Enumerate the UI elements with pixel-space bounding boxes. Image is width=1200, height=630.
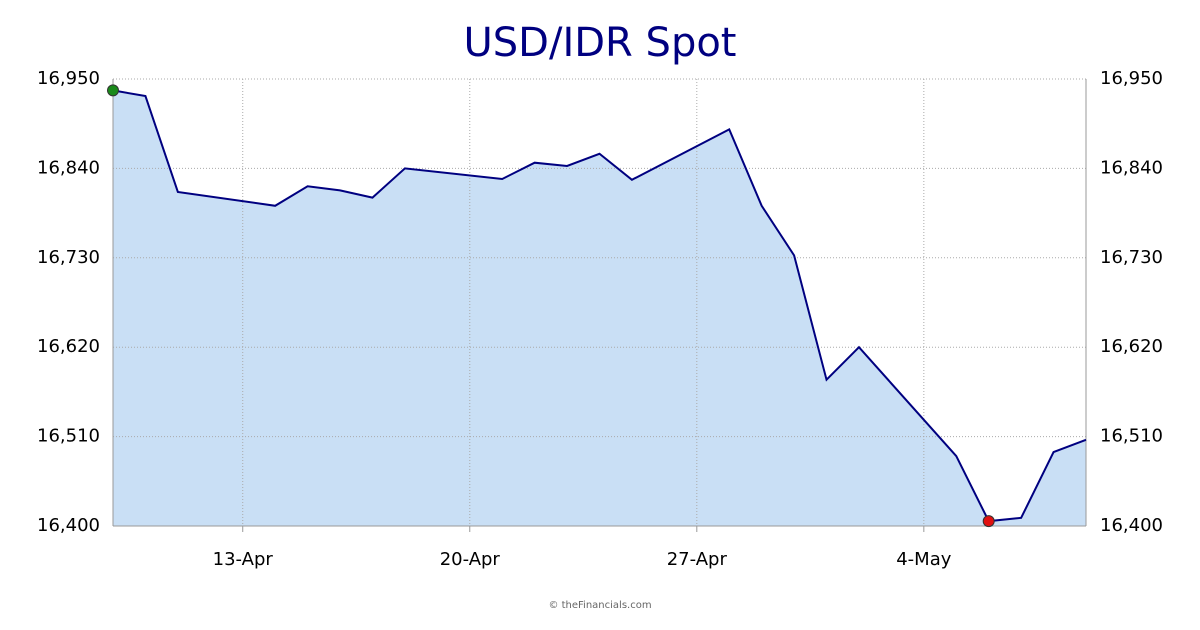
x-tick-label: 13-Apr: [213, 549, 274, 570]
y-tick-label: 16,840: [37, 157, 100, 178]
y2-tick-label: 16,400: [1100, 515, 1163, 536]
y-tick-label: 16,620: [37, 336, 100, 357]
y-tick-label: 16,950: [37, 68, 100, 89]
x-tick-label: 20-Apr: [440, 549, 501, 570]
y2-tick-label: 16,510: [1100, 426, 1163, 447]
y-tick-label: 16,730: [37, 247, 100, 268]
x-tick-label: 4-May: [896, 549, 952, 570]
line: [112, 89, 1087, 523]
y-tick-label: 16,510: [37, 426, 100, 447]
x-tick-label: 27-Apr: [667, 549, 728, 570]
y-tick-label: 16,400: [37, 515, 100, 536]
chart-title: USD/IDR Spot: [464, 20, 737, 66]
min-marker: [982, 515, 995, 528]
area: [113, 90, 1086, 527]
footer: © theFinancials.com: [548, 600, 651, 611]
y2-tick-label: 16,950: [1100, 68, 1163, 89]
y2-tick-label: 16,840: [1100, 157, 1163, 178]
max-marker: [107, 84, 119, 97]
y2-tick-label: 16,730: [1100, 247, 1163, 268]
y2-tick-label: 16,620: [1100, 336, 1163, 357]
